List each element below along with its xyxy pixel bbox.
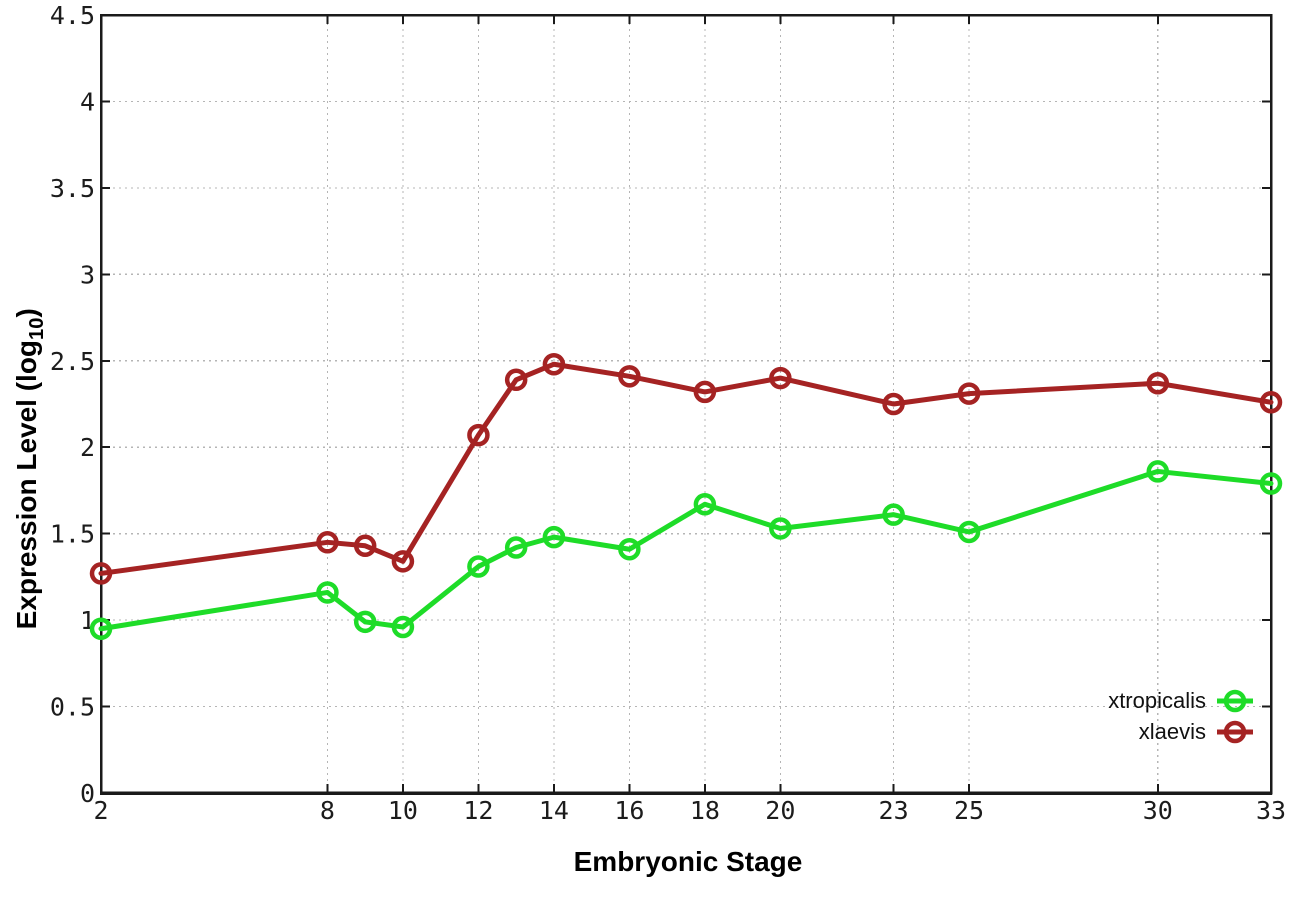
plot-border [99,13,1273,795]
data-point-xtropicalis [391,615,415,639]
y-tick-label: 3 [80,260,95,289]
y-tick-label: 4.5 [50,1,95,30]
legend-marker-icon [1223,689,1247,712]
x-tick-label: 20 [765,796,795,825]
legend-sample-line [1217,689,1253,712]
legend-marker-icon [1223,720,1247,743]
legend: xtropicalis xlaevis [1108,685,1255,747]
legend-item-xlaevis: xlaevis [1108,716,1255,747]
series-line-xtropicalis [98,468,1274,632]
y-tick-label: 0.5 [50,693,95,722]
y-tick-label: 1.5 [50,520,95,549]
data-point-xlaevis [769,366,792,390]
data-point-xlaevis [693,380,717,404]
data-point-xtropicalis [957,520,981,544]
data-point-xlaevis [467,423,490,447]
data-point-xtropicalis [353,610,377,634]
x-tick-label: 12 [463,796,493,825]
x-tick-label: 8 [320,796,335,825]
data-point-xlaevis [1146,372,1170,395]
x-tick-label: 18 [690,796,720,825]
y-tick-label: 0 [80,779,95,808]
x-tick-label: 33 [1256,796,1286,825]
y-axis-title: Expression Level (log10) [11,169,49,769]
legend-label: xlaevis [1138,718,1206,744]
legend-label: xtropicalis [1108,687,1206,713]
data-point-xtropicalis [1146,460,1170,483]
data-point-xtropicalis [89,617,113,641]
data-point-xlaevis [882,392,905,416]
x-tick-label: 2 [93,796,108,825]
y-tick-label: 2 [80,433,95,462]
x-tick-label: 14 [539,796,569,825]
x-tick-label: 25 [954,796,984,825]
y-axis-title-text: Expression Level (log [11,339,43,630]
data-point-xlaevis [618,365,641,388]
data-point-xlaevis [391,550,415,573]
data-point-xtropicalis [618,537,641,561]
y-axis-title-suffix: ) [11,308,43,318]
data-point-xlaevis [504,368,528,392]
y-tick-label: 4 [80,87,95,116]
data-point-xtropicalis [542,525,566,549]
y-axis-title-subscript: 10 [25,317,48,340]
data-point-xtropicalis [769,517,792,540]
legend-item-xtropicalis: xtropicalis [1108,685,1255,716]
x-tick-label: 30 [1143,796,1173,825]
x-tick-label: 16 [614,796,644,825]
x-tick-label: 10 [388,796,418,825]
data-point-xlaevis [542,352,566,376]
y-tick-label: 3.5 [50,174,95,203]
data-point-xlaevis [353,534,377,558]
data-point-xtropicalis [504,536,528,559]
y-tick-label: 2.5 [50,347,95,376]
data-point-xtropicalis [693,493,717,516]
data-point-xlaevis [957,382,981,405]
data-point-xlaevis [1259,391,1283,414]
x-axis-title: Embryonic Stage [573,846,803,877]
data-point-xtropicalis [1259,472,1283,495]
x-tick-label: 23 [879,796,909,825]
data-point-xlaevis [316,531,339,554]
data-point-xtropicalis [467,555,490,578]
data-point-xtropicalis [882,503,905,526]
data-point-xtropicalis [316,581,339,604]
data-point-xlaevis [89,562,113,585]
series-line-xlaevis [98,361,1274,576]
legend-sample-line [1217,720,1253,743]
